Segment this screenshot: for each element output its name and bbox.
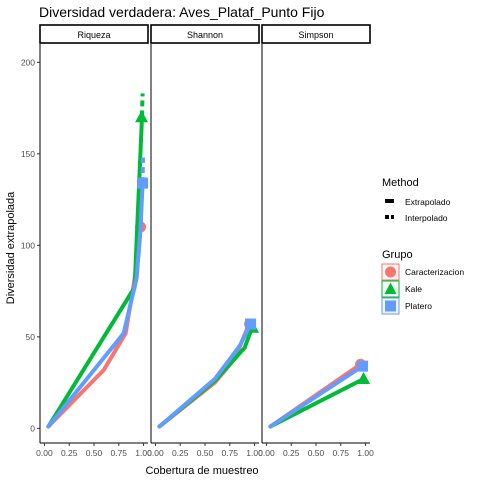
legend-group-label: Platero: [405, 301, 432, 311]
panel-shannon: Shannon 0.00 0.25 0.50 0.75 1.00: [147, 24, 263, 458]
legend-method-label: Extrapolado: [405, 197, 451, 207]
x-tick-label: 0.50: [86, 448, 103, 458]
legend-group-key: [385, 300, 396, 312]
legend-group-label: Caracterizacion: [405, 267, 464, 277]
x-tick-label: 1.00: [246, 448, 263, 458]
y-tick-label: 150: [21, 149, 35, 159]
point-marker: [135, 110, 149, 123]
x-tick-label: 0.00: [36, 448, 53, 458]
facet-label: Simpson: [298, 30, 333, 40]
point-marker: [357, 360, 369, 372]
y-tick-label: 50: [26, 332, 36, 342]
y-tick-label: 0: [30, 423, 35, 433]
legend-group-label: Kale: [405, 284, 422, 294]
facet-label: Shannon: [187, 30, 223, 40]
legend-method-title: Method: [382, 177, 419, 189]
x-tick-label: 0.00: [147, 448, 164, 458]
x-tick-label: 0.75: [221, 448, 238, 458]
panel-simpson: Simpson 0.00 0.25 0.50 0.75 1.00: [258, 24, 374, 458]
legend-group-key: [384, 282, 397, 294]
x-tick-label: 0.00: [258, 448, 275, 458]
series-line-platero: [268, 364, 365, 429]
point-marker: [357, 371, 371, 384]
x-tick-label: 0.75: [110, 448, 127, 458]
legend-group-title: Grupo: [382, 249, 413, 261]
series-line-kale: [157, 323, 255, 429]
facet-strip: [261, 24, 371, 44]
x-tick-label: 0.25: [61, 448, 78, 458]
chart-title: Diversidad verdadera: Aves_Plataf_Punto …: [39, 4, 325, 20]
series-line-caracterizacion: [157, 322, 252, 429]
y-tick-label: 200: [21, 57, 35, 67]
point-marker: [137, 177, 149, 189]
facet-strip: [39, 24, 149, 44]
series-line-platero: [46, 181, 145, 429]
legend-method-label: Interpolado: [405, 213, 448, 223]
legend-group-key: [385, 266, 396, 278]
point-marker: [245, 318, 257, 330]
x-tick-label: 0.50: [308, 448, 325, 458]
panel-riqueza: Riqueza 0.00 0.25 0.50 0.75 1.00 0 50 100 150 200: [21, 24, 152, 458]
facet-strip: [150, 24, 260, 44]
x-axis-label: Cobertura de muestreo: [145, 465, 258, 477]
facet-label: Riqueza: [77, 30, 110, 40]
x-tick-label: 0.25: [172, 448, 189, 458]
x-tick-label: 0.25: [283, 448, 300, 458]
y-tick-label: 100: [21, 240, 35, 250]
x-tick-label: 0.75: [332, 448, 349, 458]
x-tick-label: 1.00: [135, 448, 152, 458]
series-line-platero: [157, 322, 253, 429]
x-tick-label: 0.50: [197, 448, 214, 458]
x-tick-label: 1.00: [357, 448, 374, 458]
y-axis-label: Diversidad extrapolada: [5, 191, 17, 304]
